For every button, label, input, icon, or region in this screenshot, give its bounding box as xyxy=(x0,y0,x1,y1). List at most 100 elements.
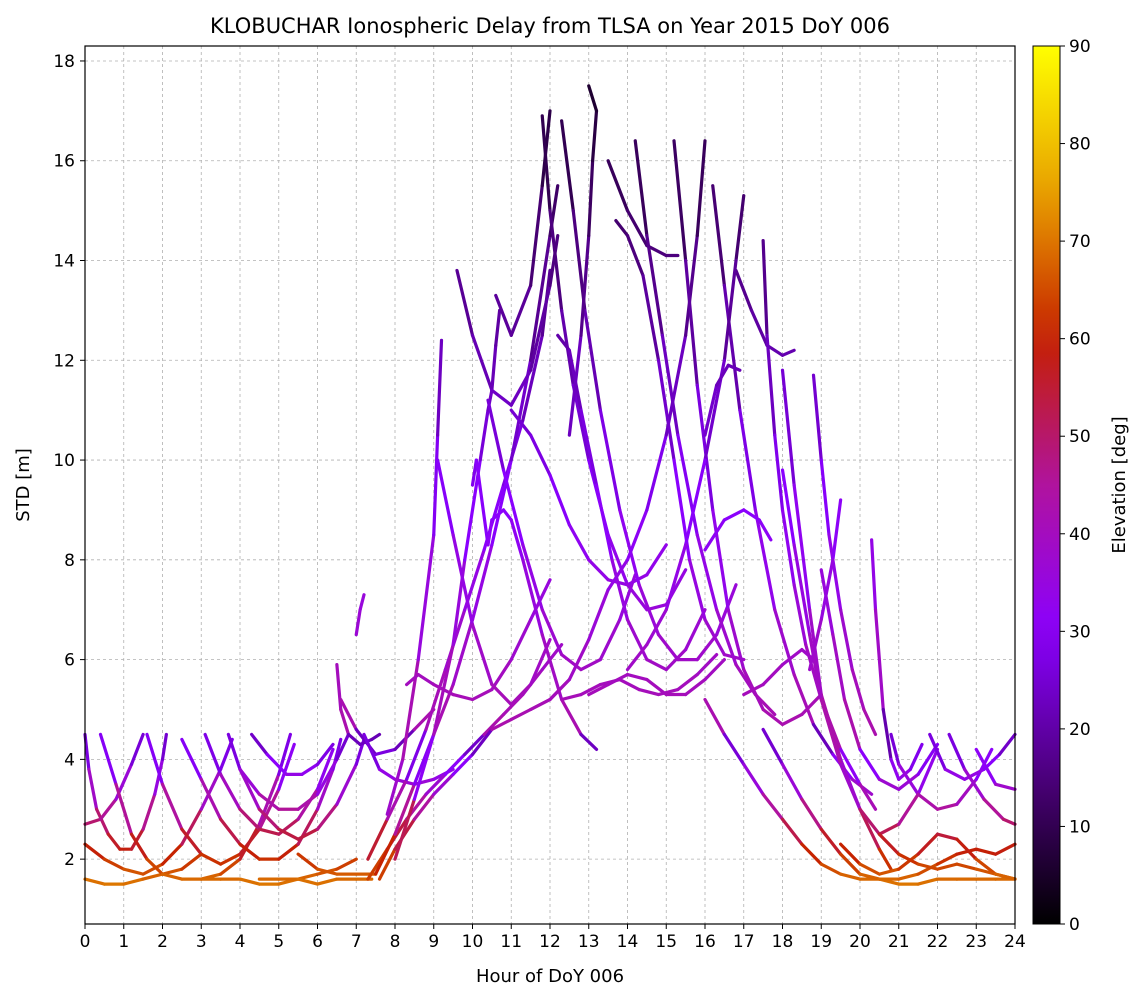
series-segment xyxy=(974,857,998,876)
series-segment xyxy=(637,687,661,697)
series-segment xyxy=(943,767,967,781)
series-segment xyxy=(819,827,843,856)
series-segment xyxy=(315,877,339,886)
series-segment xyxy=(839,747,862,786)
series-segment xyxy=(315,802,339,831)
series-segment xyxy=(676,672,699,692)
series-segment xyxy=(509,707,533,722)
series-segment xyxy=(436,338,444,437)
series-segment xyxy=(277,842,300,861)
series-segment xyxy=(858,807,881,836)
series-segment xyxy=(819,558,835,622)
series-segment xyxy=(451,533,475,627)
x-axis-label: Hour of DoY 006 xyxy=(476,966,624,987)
series-segment xyxy=(994,842,1017,856)
series-segment xyxy=(129,832,149,861)
series-segment xyxy=(703,383,719,437)
series-12 xyxy=(257,877,374,886)
series-segment xyxy=(726,363,742,372)
series-segment xyxy=(928,732,947,771)
series-segment xyxy=(300,762,320,776)
x-tick-label: 16 xyxy=(694,932,716,952)
series-segment xyxy=(889,732,901,766)
series-segment xyxy=(811,373,823,462)
series-segment xyxy=(645,658,668,672)
series-segment xyxy=(703,518,726,552)
series-segment xyxy=(808,633,823,702)
series-segment xyxy=(277,742,296,791)
series-segment xyxy=(501,468,525,547)
series-segment xyxy=(916,862,940,876)
series-segment xyxy=(955,847,978,856)
series-segment xyxy=(436,458,455,537)
series-segment xyxy=(862,707,878,737)
series-segment xyxy=(606,558,630,592)
series-segment xyxy=(579,682,602,697)
series-segment xyxy=(819,697,843,766)
series-segment xyxy=(509,618,533,662)
series-segment xyxy=(362,732,382,771)
series-segment xyxy=(935,852,959,866)
series-segment xyxy=(722,283,742,412)
series-34 xyxy=(567,84,599,437)
series-segment xyxy=(672,139,688,263)
series-segment xyxy=(567,523,591,562)
series-segment xyxy=(656,358,676,462)
y-tick-label: 2 xyxy=(64,850,75,870)
series-49 xyxy=(811,373,878,737)
series-51 xyxy=(780,468,940,836)
x-tick-label: 10 xyxy=(462,932,484,952)
series-segment xyxy=(509,368,533,407)
series-segment xyxy=(839,852,862,876)
series-36 xyxy=(560,653,719,702)
chart-title: KLOBUCHAR Ionospheric Delay from TLSA on… xyxy=(210,14,890,38)
series-56 xyxy=(928,732,1017,781)
series-segment xyxy=(257,772,281,826)
series-segment xyxy=(625,672,649,682)
series-segment xyxy=(141,872,165,881)
series-segment xyxy=(83,732,91,771)
series-segment xyxy=(160,782,184,831)
series-segment xyxy=(935,832,959,841)
x-tick-label: 13 xyxy=(578,932,600,952)
series-segment xyxy=(83,877,106,886)
series-14 xyxy=(335,662,382,747)
series-segment xyxy=(916,792,940,811)
series-segment xyxy=(366,817,389,861)
series-segment xyxy=(715,608,738,667)
x-tick-label: 4 xyxy=(235,932,246,952)
series-segment xyxy=(625,618,649,662)
x-tick-label: 6 xyxy=(312,932,323,952)
y-tick-label: 12 xyxy=(53,351,75,371)
series-2 xyxy=(83,852,203,886)
series-segment xyxy=(470,543,494,622)
series-segment xyxy=(160,732,168,761)
series-segment xyxy=(819,568,835,637)
x-tick-label: 0 xyxy=(80,932,91,952)
series-segment xyxy=(606,672,630,687)
series-segment xyxy=(916,747,940,796)
x-tick-label: 9 xyxy=(428,932,439,952)
colorbar-tick-label: 50 xyxy=(1069,427,1091,447)
series-segment xyxy=(377,847,397,881)
series-segment xyxy=(780,762,804,801)
series-28 xyxy=(486,398,637,672)
series-segment xyxy=(711,184,726,288)
series-segment xyxy=(633,139,649,238)
series-segment xyxy=(811,722,835,756)
series-46 xyxy=(761,238,878,811)
series-segment xyxy=(858,872,881,881)
colorbar-tick-label: 70 xyxy=(1069,232,1091,252)
series-segment xyxy=(583,308,602,412)
series-segment xyxy=(490,388,513,407)
y-tick-label: 10 xyxy=(53,451,75,471)
series-segment xyxy=(180,807,203,846)
series-segment xyxy=(645,543,668,577)
series-segment xyxy=(296,827,320,841)
series-segment xyxy=(722,258,738,362)
series-segment xyxy=(335,762,358,806)
series-segment xyxy=(257,792,281,811)
series-45 xyxy=(703,363,742,437)
series-segment xyxy=(664,333,688,437)
series-segment xyxy=(645,433,668,512)
